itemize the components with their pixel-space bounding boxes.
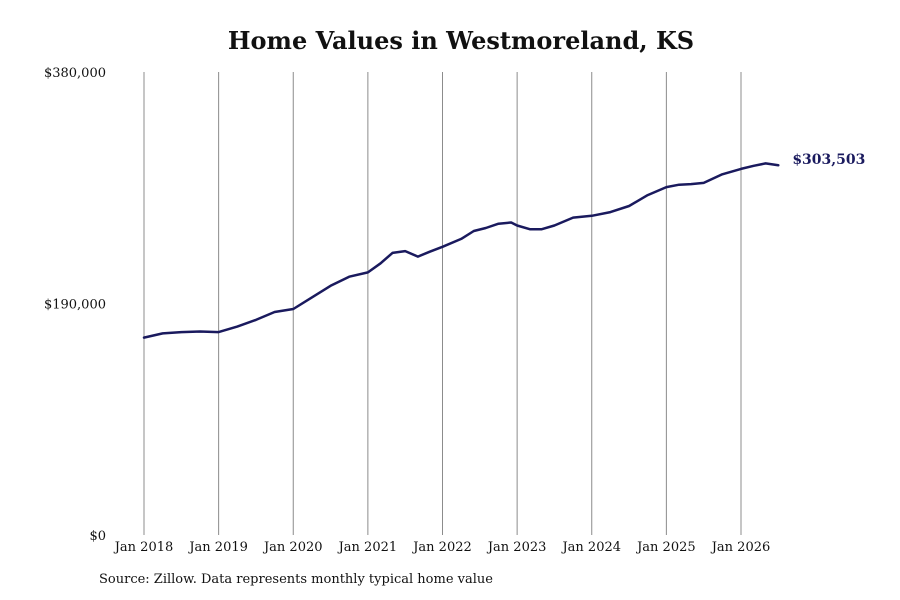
x-tick-label: Jan 2018	[113, 540, 174, 555]
x-tick-label: Jan 2021	[337, 540, 398, 555]
y-tick-label: $0	[89, 529, 106, 544]
x-tick-label: Jan 2023	[486, 540, 547, 555]
x-tick-label: Jan 2025	[635, 540, 696, 555]
series-line	[142, 162, 780, 339]
x-tick-label: Jan 2020	[262, 540, 323, 555]
x-tick-label: Jan 2026	[710, 540, 771, 555]
x-tick-label: Jan 2024	[560, 540, 621, 555]
y-tick-label: $190,000	[44, 298, 106, 313]
x-tick-label: Jan 2022	[411, 540, 472, 555]
source-note: Source: Zillow. Data represents monthly …	[99, 572, 493, 587]
y-tick-label: $380,000	[44, 66, 106, 81]
x-tick-label: Jan 2019	[187, 540, 248, 555]
chart-title: Home Values in Westmoreland, KS	[227, 26, 695, 55]
end-value-label: $303,503	[792, 152, 865, 168]
